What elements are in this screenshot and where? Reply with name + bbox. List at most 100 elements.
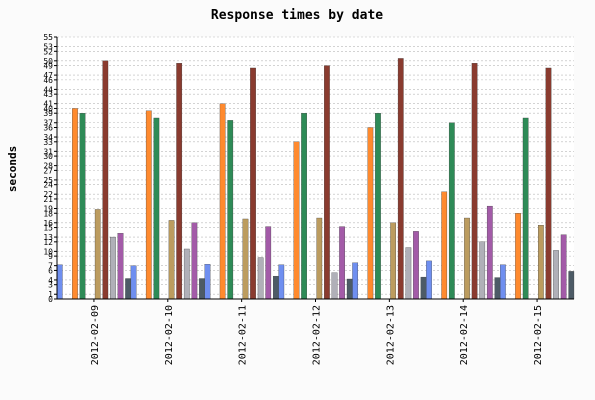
bar: [242, 218, 249, 300]
bar: [301, 113, 307, 300]
x-tick-label: 2012-02-11: [238, 305, 249, 365]
y-tick-label: 49: [43, 62, 53, 71]
y-tick-label: 9: [48, 252, 53, 261]
y-tick-label: 12: [43, 238, 53, 247]
bar: [199, 278, 205, 300]
bar: [375, 113, 381, 300]
bar: [545, 67, 552, 300]
x-tick-label: 2012-02-14: [459, 305, 470, 365]
bar: [560, 234, 567, 300]
bar: [346, 278, 353, 300]
chart-title: Response times by date: [211, 8, 383, 23]
y-tick-label: 33: [43, 138, 53, 147]
y-tick-label: 16: [43, 219, 53, 228]
y-tick-label: 22: [43, 190, 53, 199]
y-tick-label: 30: [43, 152, 53, 161]
bar: [125, 278, 131, 300]
y-tick-label: 53: [43, 43, 53, 52]
bar: [568, 271, 575, 300]
bar: [553, 250, 559, 300]
x-tick-label: 2012-02-10: [164, 305, 175, 365]
y-tick-label: 21: [43, 195, 53, 204]
bar: [538, 225, 544, 300]
y-tick-label: 18: [43, 209, 53, 218]
bar: [413, 231, 419, 300]
bar: [316, 217, 323, 300]
bar: [183, 248, 190, 300]
bar: [79, 113, 86, 300]
y-tick-label: 0: [48, 295, 53, 304]
bar: [153, 117, 160, 300]
bar: [272, 275, 279, 300]
bar: [426, 260, 432, 300]
bar: [56, 264, 63, 300]
bar: [471, 63, 478, 300]
bar: [265, 226, 272, 300]
bar: [110, 236, 116, 300]
y-tick-label: 15: [43, 224, 53, 233]
bar: [486, 205, 493, 300]
bar: [390, 222, 397, 300]
bar: [397, 58, 404, 300]
y-tick-label: 52: [43, 47, 53, 56]
x-tick-label: 2012-02-09: [90, 305, 101, 365]
bar: [448, 122, 455, 300]
bar: [331, 272, 338, 300]
y-tick-label: 4: [48, 276, 53, 285]
bar: [441, 191, 448, 300]
y-tick-label: 3: [48, 281, 53, 290]
y-tick-label: 46: [43, 76, 53, 85]
bar: [515, 213, 521, 300]
y-tick-label: 44: [43, 85, 53, 94]
plot-background: [57, 37, 574, 299]
bar: [191, 222, 198, 300]
y-tick-label: 10: [43, 247, 53, 256]
bar: [278, 264, 285, 300]
bar: [479, 241, 486, 300]
y-tick-label: 28: [43, 162, 53, 171]
bar: [219, 103, 226, 300]
bar: [130, 265, 137, 300]
bar: [102, 60, 109, 300]
bar: [420, 276, 427, 300]
bar: [405, 247, 412, 300]
bar: [500, 264, 506, 300]
y-tick-label: 37: [43, 119, 53, 128]
bar: [494, 277, 501, 300]
y-tick-label: 50: [43, 57, 53, 66]
bar: [168, 220, 175, 300]
y-axis-label: seconds: [6, 146, 19, 192]
y-tick-label: 55: [43, 33, 53, 42]
y-tick-label: 24: [43, 181, 53, 190]
bar: [257, 257, 264, 300]
y-tick-label: 43: [43, 90, 53, 99]
bar: [464, 217, 470, 300]
y-tick-label: 19: [43, 204, 53, 213]
bar: [145, 110, 152, 300]
bar: [94, 209, 101, 300]
y-tick-label: 6: [48, 266, 53, 275]
y-tick-label: 13: [43, 233, 53, 242]
bar: [117, 233, 124, 300]
y-tick-label: 41: [43, 100, 53, 109]
x-tick-label: 2012-02-12: [312, 305, 323, 365]
bar: [367, 127, 374, 300]
y-tick-label: 39: [43, 109, 53, 118]
bar: [250, 67, 256, 300]
bar: [72, 108, 78, 300]
bar: [352, 262, 359, 300]
bar: [204, 264, 211, 300]
y-tick-label: 47: [43, 71, 53, 80]
plot-area: 0134679101213151618192122242527283031333…: [43, 33, 575, 365]
x-tick-label: 2012-02-15: [533, 305, 544, 365]
x-tick-label: 2012-02-13: [385, 305, 396, 365]
bar: [522, 117, 529, 300]
bar: [293, 141, 300, 300]
y-tick-label: 7: [48, 262, 53, 271]
bar: [339, 226, 345, 300]
y-tick-label: 36: [43, 124, 53, 133]
y-tick-label: 25: [43, 176, 53, 185]
y-tick-label: 1: [48, 290, 53, 299]
